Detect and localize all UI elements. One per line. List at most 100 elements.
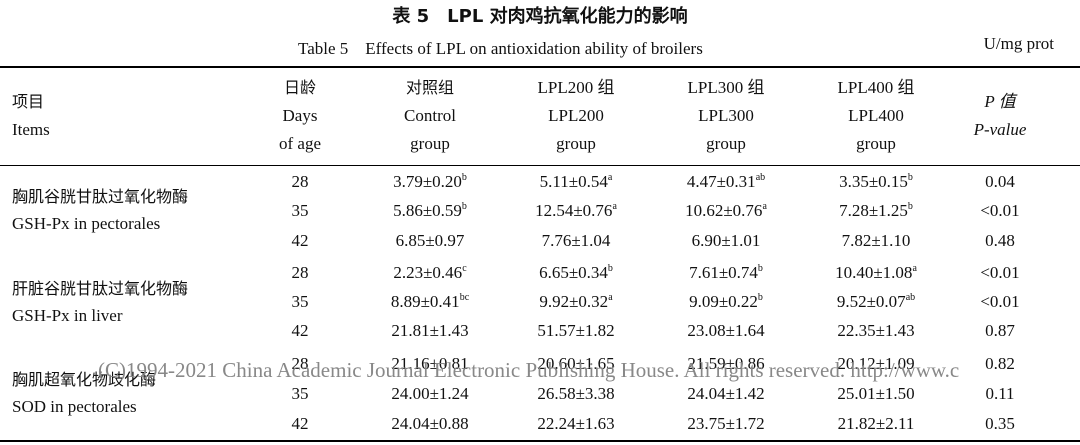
table-cell-lpl400: 9.52±0.07ab xyxy=(806,291,946,313)
unit-label: U/mg prot xyxy=(983,34,1054,53)
cell-value: 10.40±1.08 xyxy=(835,263,913,282)
cell-value: 20.60±1.65 xyxy=(537,354,615,373)
significance-letter: b xyxy=(607,263,613,274)
cell-value: 24.04±0.88 xyxy=(391,414,469,433)
header-lpl300-en1: LPL300 xyxy=(698,106,754,125)
table-cell-lpl200: 51.57±1.82 xyxy=(506,320,646,342)
group-label-cn: 胸肌谷胱甘肽过氧化物酶 xyxy=(12,187,189,206)
header-control-cn: 对照组 xyxy=(405,78,454,97)
header-control-en2: group xyxy=(410,134,450,153)
table-cell-lpl200: 26.58±3.38 xyxy=(506,383,646,405)
cell-value: 42 xyxy=(291,321,309,340)
table-cell-lpl300: 23.75±1.72 xyxy=(656,413,796,435)
cell-value: 21.59±0.86 xyxy=(687,354,765,373)
table-cell-p: <0.01 xyxy=(955,262,1045,284)
group-label-cn: 胸肌超氧化物歧化酶 xyxy=(12,370,157,389)
header-days-en1: Days xyxy=(282,106,318,125)
cell-value: 6.90±1.01 xyxy=(691,231,761,250)
table-cell-lpl300: 23.08±1.64 xyxy=(656,320,796,342)
cell-value: 26.58±3.38 xyxy=(537,384,615,403)
header-p-value: P 值 P-value xyxy=(955,88,1045,144)
table-cell-lpl300: 10.62±0.76a xyxy=(656,200,796,222)
table-cell-p: <0.01 xyxy=(955,200,1045,222)
cell-value: 42 xyxy=(291,414,309,433)
significance-letter: a xyxy=(608,292,613,303)
table-cell-lpl400: 22.35±1.43 xyxy=(806,320,946,342)
significance-letter: bc xyxy=(459,292,470,303)
significance-letter: a xyxy=(607,172,613,183)
cell-value: 23.75±1.72 xyxy=(687,414,765,433)
header-lpl300-en2: group xyxy=(706,134,746,153)
cell-value: 4.47±0.31 xyxy=(686,172,756,191)
table-cell-lpl200: 5.11±0.54a xyxy=(506,171,646,193)
table-cell-lpl400: 7.82±1.10 xyxy=(806,230,946,252)
header-lpl400: LPL400 组 LPL400 group xyxy=(806,74,946,158)
table-cell-lpl400: 25.01±1.50 xyxy=(806,383,946,405)
cell-value: 3.79±0.20 xyxy=(393,172,462,191)
group-label: 胸肌超氧化物歧化酶 SOD in pectorales xyxy=(12,366,156,420)
table-cell-lpl200: 20.60±1.65 xyxy=(506,353,646,375)
header-days-cn: 日龄 xyxy=(283,78,316,97)
table-cell-p: 0.48 xyxy=(955,230,1045,252)
top-rule xyxy=(0,66,1080,68)
cell-value: 0.48 xyxy=(985,231,1015,250)
table-cell-p: 0.35 xyxy=(955,413,1045,435)
cell-value: 28 xyxy=(291,172,309,191)
cell-value: 21.81±1.43 xyxy=(391,321,469,340)
table-cell-control: 24.04±0.88 xyxy=(360,413,500,435)
cell-value: 9.09±0.22 xyxy=(689,292,758,311)
cell-value: 7.76±1.04 xyxy=(541,231,611,250)
header-lpl400-cn: LPL400 组 xyxy=(837,78,915,97)
header-days-en2: of age xyxy=(278,134,321,153)
header-lpl400-en2: group xyxy=(856,134,896,153)
cell-value: 20.12±1.09 xyxy=(837,354,915,373)
cell-value: 24.00±1.24 xyxy=(391,384,469,403)
significance-letter: c xyxy=(462,263,467,274)
table-cell-day: 42 xyxy=(262,230,338,252)
group-label-en: GSH-Px in liver xyxy=(12,306,123,325)
table-cell-p: 0.11 xyxy=(955,383,1045,405)
cell-value: 35 xyxy=(291,384,309,403)
cell-value: 35 xyxy=(291,201,309,220)
header-lpl200-en2: group xyxy=(556,134,596,153)
header-items-cn: 项目 xyxy=(12,92,45,111)
cell-value: 28 xyxy=(291,263,309,282)
significance-letter: ab xyxy=(905,292,916,303)
table-cell-lpl400: 20.12±1.09 xyxy=(806,353,946,375)
cell-value: <0.01 xyxy=(980,292,1020,311)
table-cell-lpl300: 24.04±1.42 xyxy=(656,383,796,405)
significance-letter: ab xyxy=(755,172,766,183)
table-cell-lpl300: 7.61±0.74b xyxy=(656,262,796,284)
cell-value: 3.35±0.15 xyxy=(839,172,908,191)
significance-letter: a xyxy=(912,263,917,274)
table-cell-lpl200: 7.76±1.04 xyxy=(506,230,646,252)
header-rule xyxy=(0,165,1080,166)
header-p-cn: P 值 xyxy=(984,92,1016,111)
table-cell-day: 28 xyxy=(262,353,338,375)
cell-value: 28 xyxy=(291,354,309,373)
bottom-rule xyxy=(0,440,1080,442)
table-cell-lpl200: 12.54±0.76a xyxy=(506,200,646,222)
cell-value: 10.62±0.76 xyxy=(685,201,763,220)
cell-value: 7.61±0.74 xyxy=(689,263,758,282)
cell-value: 51.57±1.82 xyxy=(537,321,615,340)
header-lpl300: LPL300 组 LPL300 group xyxy=(656,74,796,158)
cell-value: 7.28±1.25 xyxy=(839,201,908,220)
table-cell-p: <0.01 xyxy=(955,291,1045,313)
cell-value: 6.85±0.97 xyxy=(395,231,465,250)
header-items-en: Items xyxy=(12,120,50,139)
table-cell-p: 0.04 xyxy=(955,171,1045,193)
table-cell-day: 35 xyxy=(262,200,338,222)
table-cell-day: 28 xyxy=(262,171,338,193)
cell-value: 22.24±1.63 xyxy=(537,414,615,433)
group-label: 胸肌谷胱甘肽过氧化物酶 GSH-Px in pectorales xyxy=(12,183,188,237)
header-lpl200-cn: LPL200 组 xyxy=(537,78,615,97)
group-label-cn: 肝脏谷胱甘肽过氧化物酶 xyxy=(12,279,189,298)
cell-value: 42 xyxy=(291,231,309,250)
table-cell-day: 42 xyxy=(262,320,338,342)
header-control-en1: Control xyxy=(404,106,456,125)
significance-letter: a xyxy=(612,201,617,212)
table-cell-lpl200: 9.92±0.32a xyxy=(506,291,646,313)
table-cell-day: 35 xyxy=(262,383,338,405)
copyright-watermark: (C)1994-2021 China Academic Journal Elec… xyxy=(98,358,960,382)
